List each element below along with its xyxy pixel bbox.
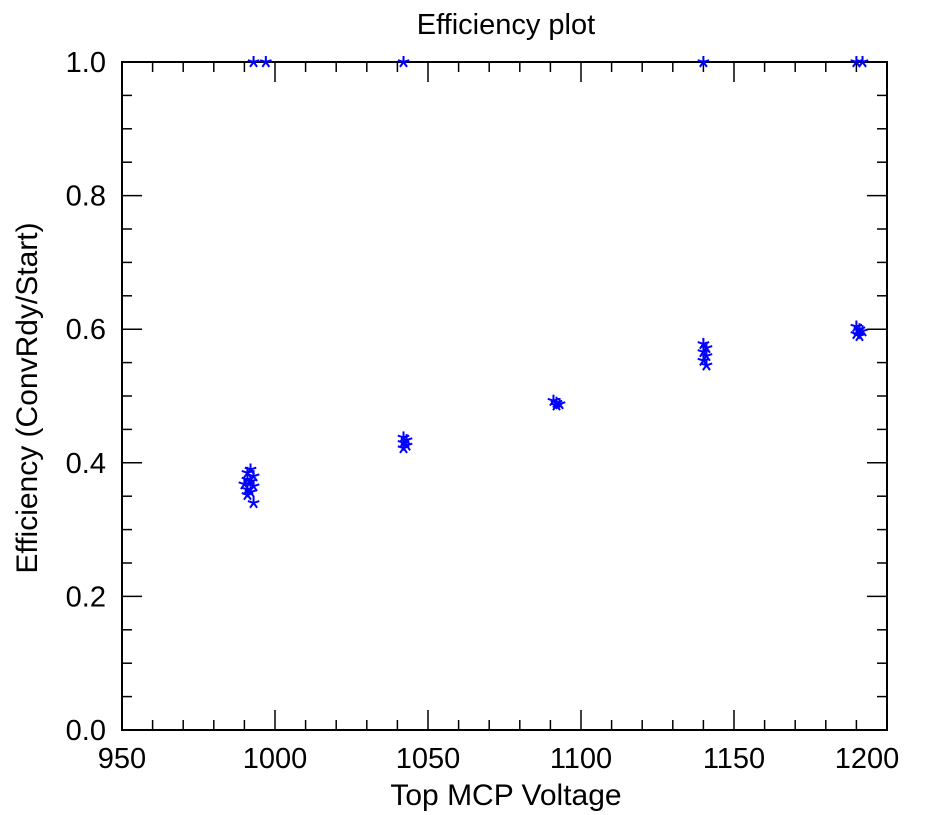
tick-marks <box>121 61 888 731</box>
marker-stroke <box>247 500 254 504</box>
y-tick-label: 0.0 <box>66 715 106 747</box>
x-tick-label: 1000 <box>243 743 308 775</box>
x-tick-label: 1100 <box>550 743 612 775</box>
marker-stroke <box>697 59 704 63</box>
data-point <box>241 488 254 501</box>
marker-stroke <box>397 445 404 450</box>
y-tick-label: 0.6 <box>66 314 106 346</box>
marker-stroke <box>259 59 267 63</box>
marker-stroke <box>850 323 857 328</box>
data-point <box>697 56 710 68</box>
x-axis-label: Top MCP Voltage <box>390 779 621 812</box>
marker-stroke <box>397 59 404 63</box>
data-point <box>397 56 410 68</box>
y-axis-label: Efficiency (ConvRdy/Start) <box>11 222 44 573</box>
y-tick-label: 1.0 <box>66 47 106 79</box>
marker-stroke <box>853 333 860 337</box>
data-point <box>247 56 260 68</box>
y-tick-labels: 0.0 0.2 0.4 0.6 0.8 1.0 <box>66 47 106 747</box>
data-point <box>259 56 272 68</box>
marker-stroke <box>550 402 557 407</box>
data-point <box>700 359 713 371</box>
chart-title: Efficiency plot <box>417 9 595 41</box>
data-point <box>550 399 563 411</box>
x-tick-labels: 950 1000 1050 1100 1150 1200 <box>98 743 899 775</box>
marker-stroke <box>856 59 863 63</box>
marker-stroke <box>247 473 254 478</box>
x-tick-label: 1200 <box>835 743 900 775</box>
marker-stroke <box>241 492 248 496</box>
marker-stroke <box>697 349 704 353</box>
axes <box>121 61 888 731</box>
marker-stroke <box>247 59 254 63</box>
data-point <box>247 496 260 509</box>
marker-stroke <box>247 483 254 488</box>
plot-frame <box>121 61 888 731</box>
y-tick-label: 0.4 <box>66 448 106 480</box>
marker-stroke <box>697 357 704 362</box>
marker-stroke <box>850 59 857 63</box>
x-tick-label: 1150 <box>703 743 765 775</box>
marker-stroke <box>241 470 248 474</box>
marker-stroke <box>244 478 251 483</box>
marker-stroke <box>700 362 707 367</box>
data-point <box>853 329 866 342</box>
x-tick-label: 1050 <box>396 743 461 775</box>
data-point <box>856 56 869 68</box>
y-tick-label: 0.2 <box>66 581 106 613</box>
data-point <box>397 442 410 454</box>
data-point <box>238 478 251 490</box>
y-tick-label: 0.8 <box>66 181 106 213</box>
data-points <box>238 56 869 509</box>
x-tick-label: 950 <box>98 743 146 775</box>
data-point <box>850 56 863 68</box>
marker-stroke <box>697 341 704 345</box>
marker-stroke <box>238 481 245 486</box>
